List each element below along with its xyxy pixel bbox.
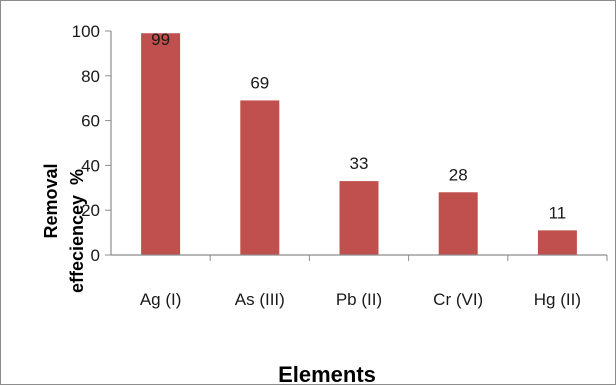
x-tick-label: Hg (II) (534, 290, 581, 309)
y-axis-ticks: 0 20 40 60 80 100 (72, 22, 111, 265)
data-label: 33 (350, 154, 369, 173)
x-tick-label: Pb (II) (336, 290, 382, 309)
bars (141, 33, 577, 255)
bar (438, 192, 478, 255)
y-tick-label: 40 (81, 156, 100, 175)
bar (339, 181, 379, 255)
x-axis-title: Elements (278, 362, 376, 386)
x-tick-label: As (III) (235, 290, 285, 309)
x-tick-label: Ag (I) (140, 290, 182, 309)
data-label: 11 (549, 203, 567, 222)
data-label: 28 (449, 165, 468, 184)
axes (110, 31, 607, 256)
x-tick-label: Cr (VI) (433, 290, 483, 309)
y-axis-title: Removal effeciencey % (41, 163, 87, 293)
y-tick-label: 80 (81, 67, 100, 86)
y-tick-label: 100 (72, 22, 100, 41)
data-labels: 99 69 33 28 11 (151, 30, 566, 222)
data-label: 69 (250, 73, 269, 92)
y-axis-title-line-2: effeciencey % (67, 169, 87, 293)
y-axis-title-line-1: Removal (41, 163, 61, 238)
x-axis-ticks: Ag (I) As (III) Pb (II) Cr (VI) Hg (II) (140, 255, 608, 309)
data-label: 99 (151, 30, 170, 49)
y-tick-label: 60 (81, 112, 100, 131)
bar (537, 230, 577, 255)
bar (141, 33, 181, 255)
y-tick-label: 0 (91, 246, 100, 265)
bar (240, 100, 280, 255)
y-tick-label: 20 (81, 201, 100, 220)
